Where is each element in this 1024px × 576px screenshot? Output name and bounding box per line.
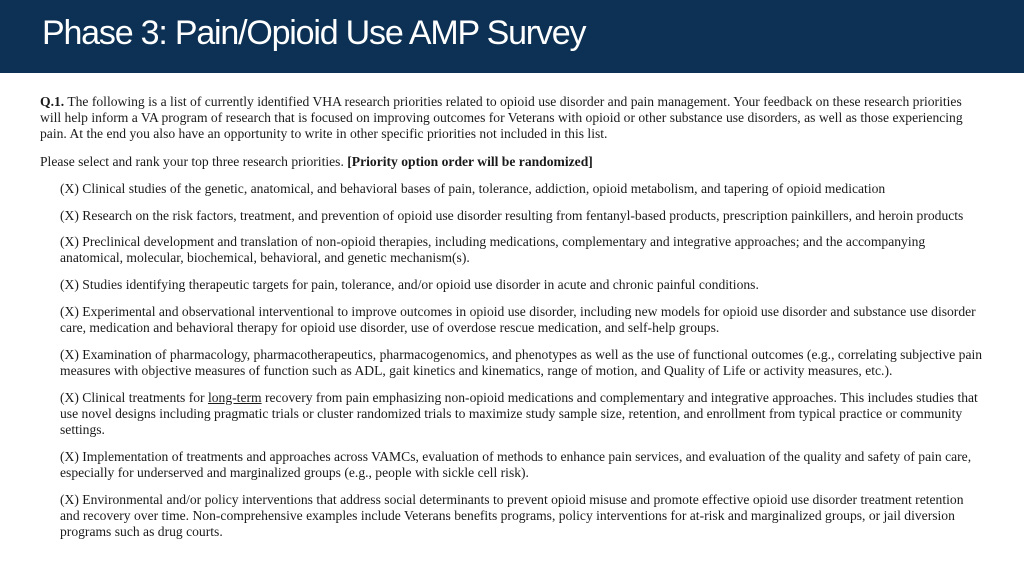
- priority-option-long-term-recovery[interactable]: (X) Clinical treatments for long-term re…: [60, 390, 986, 439]
- priority-option-interventions[interactable]: (X) Experimental and observational inter…: [60, 303, 976, 336]
- randomization-note: [Priority option order will be randomize…: [347, 153, 593, 169]
- priority-option-fentanyl-risk[interactable]: (X) Research on the risk factors, treatm…: [60, 207, 964, 223]
- priority-option-pharmacology[interactable]: (X) Examination of pharmacology, pharmac…: [60, 346, 983, 378]
- survey-content: Q.1. The following is a list of currentl…: [40, 94, 986, 551]
- slide-title: Phase 3: Pain/Opioid Use AMP Survey: [42, 14, 586, 52]
- option-text-end: recovery from pain emphasizing non-opioi…: [60, 389, 978, 438]
- ranking-prompt: Please select and rank your top three re…: [40, 154, 986, 170]
- priority-option-therapeutic-targets[interactable]: (X) Studies identifying therapeutic targ…: [60, 277, 759, 293]
- priority-options: (X) Clinical studies of the genetic, ana…: [40, 181, 986, 540]
- option-text-start: (X) Clinical treatments for: [60, 389, 208, 405]
- priority-option-implementation[interactable]: (X) Implementation of treatments and app…: [60, 448, 972, 480]
- title-bar: Phase 3: Pain/Opioid Use AMP Survey: [0, 0, 1024, 73]
- priority-option-non-opioid-therapies[interactable]: (X) Preclinical development and translat…: [60, 234, 926, 266]
- priority-option-policy-interventions[interactable]: (X) Environmental and/or policy interven…: [60, 491, 964, 540]
- long-term-emphasis: long-term: [207, 389, 262, 405]
- prompt-text: Please select and rank your top three re…: [40, 153, 348, 169]
- question-paragraph: Q.1. The following is a list of currentl…: [40, 94, 986, 143]
- question-text: The following is a list of currently ide…: [40, 94, 963, 142]
- question-number: Q.1.: [40, 94, 65, 109]
- priority-option-genetic-bases[interactable]: (X) Clinical studies of the genetic, ana…: [60, 180, 886, 196]
